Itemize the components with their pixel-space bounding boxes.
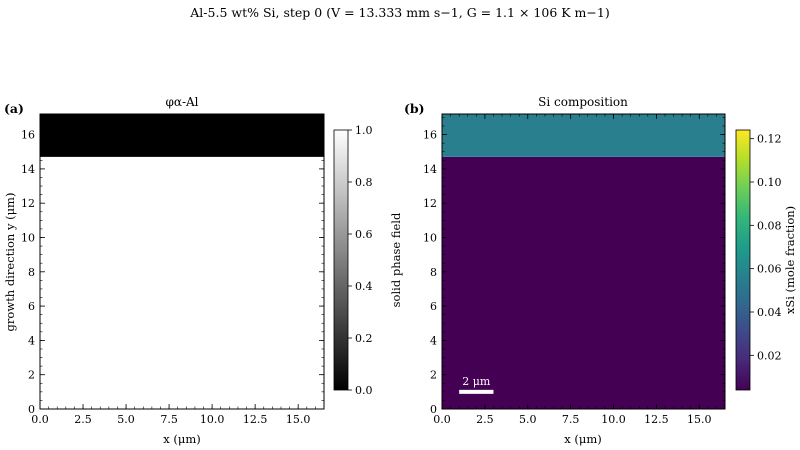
panel-a-xtick-label: 15.0 bbox=[286, 413, 311, 426]
panel-a-ticks: 0.0 2.5 5.0 7.5 10.0 12.5 15.0 0 2 4 6 8 10 12 14 16 bbox=[21, 114, 325, 426]
panel-b-xtick-label: 10.0 bbox=[601, 413, 626, 426]
panel-b-colorbar-tick-label: 0.08 bbox=[757, 219, 782, 232]
panel-a-ytick-label: 0 bbox=[28, 403, 35, 416]
panel-a-title: φα-Al bbox=[165, 95, 198, 109]
panel-b-colorbar-ticks: 0.02 0.04 0.06 0.08 0.10 0.12 bbox=[750, 133, 782, 362]
panel-b-ticks: 0.0 2.5 5.0 7.5 10.0 12.5 15.0 0 2 4 6 8 10 12 14 16 bbox=[423, 114, 726, 426]
panel-a-xtick-label: 2.5 bbox=[74, 413, 92, 426]
panel-b-colorbar-tick-label: 0.12 bbox=[757, 133, 782, 146]
panel-a-colorbar: 0.0 0.2 0.4 0.6 0.8 1.0 solid phase field bbox=[333, 124, 403, 397]
panel-a-region-0 bbox=[40, 156, 324, 409]
scale-bar-line bbox=[459, 389, 494, 394]
scale-bar-label: 2 μm bbox=[462, 375, 491, 388]
panel-a-ytick-label: 12 bbox=[21, 197, 35, 210]
panel-a-colorbar-tick-label: 0.4 bbox=[355, 280, 373, 293]
panel-b-ytick-label: 6 bbox=[430, 300, 437, 313]
panel-a-xtick-label: 0.0 bbox=[31, 413, 49, 426]
panel-a-ylabel: growth direction y (μm) bbox=[3, 193, 17, 332]
panel-b-xtick-label: 2.5 bbox=[476, 413, 494, 426]
panel-a-ytick-label: 6 bbox=[28, 300, 35, 313]
panel-a-xtick-label: 12.5 bbox=[243, 413, 268, 426]
panel-a-colorbar-ticks: 0.0 0.2 0.4 0.6 0.8 1.0 bbox=[348, 124, 373, 397]
panel-b-colorbar-tick-label: 0.06 bbox=[757, 263, 782, 276]
panel-b-ytick-label: 14 bbox=[423, 163, 437, 176]
panel-b-scale-bar: 2 μm bbox=[459, 375, 494, 394]
panel-b-colorbar: 0.02 0.04 0.06 0.08 0.10 0.12 xSi (mole fract… bbox=[735, 129, 797, 391]
panel-b-ytick-label: 0 bbox=[430, 403, 437, 416]
panel-b: 0.0 2.5 5.0 7.5 10.0 12.5 15.0 0 2 4 6 8 10 12 14 16 2 … bbox=[404, 95, 797, 446]
panel-a-colorbar-tick-label: 0.2 bbox=[355, 332, 373, 345]
panel-b-colorbar-tick-label: 0.04 bbox=[757, 306, 782, 319]
panel-b-xtick-label: 0.0 bbox=[433, 413, 451, 426]
panel-a-frame bbox=[39, 113, 325, 410]
panel-a-heatmap bbox=[40, 114, 324, 409]
panel-b-colorbar-tick-label: 0.02 bbox=[757, 349, 782, 362]
panel-a-ytick-label: 2 bbox=[28, 369, 35, 382]
panel-b-region-1 bbox=[442, 114, 725, 157]
panel-a-ytick-label: 16 bbox=[21, 129, 35, 142]
panel-b-colorbar-tick-label: 0.10 bbox=[757, 176, 782, 189]
panel-b-frame bbox=[441, 113, 726, 410]
panel-a-xtick-label: 5.0 bbox=[117, 413, 135, 426]
panel-a-colorbar-tick-label: 1.0 bbox=[355, 124, 373, 137]
panel-b-xtick-label: 15.0 bbox=[687, 413, 712, 426]
panel-a-colorbar-tick-label: 0.8 bbox=[355, 176, 373, 189]
panel-b-ytick-label: 10 bbox=[423, 231, 437, 244]
panel-a-region-1 bbox=[40, 114, 324, 157]
panel-a-letter: (a) bbox=[4, 101, 24, 116]
panel-b-letter: (b) bbox=[404, 101, 425, 116]
panel-b-ytick-label: 2 bbox=[430, 369, 437, 382]
panel-b-ytick-label: 16 bbox=[423, 129, 437, 142]
panel-b-ytick-label: 4 bbox=[430, 334, 437, 347]
panel-b-heatmap bbox=[442, 114, 725, 409]
panel-a-colorbar-fill bbox=[333, 129, 349, 391]
panel-b-colorbar-fill bbox=[735, 129, 751, 391]
panel-a-ytick-label: 8 bbox=[28, 266, 35, 279]
panel-a-colorbar-tick-label: 0.0 bbox=[355, 384, 373, 397]
panel-a-xlabel: x (μm) bbox=[163, 432, 201, 446]
panel-a-xtick-label: 10.0 bbox=[200, 413, 225, 426]
panel-a-ytick-label: 4 bbox=[28, 334, 35, 347]
panel-a-ytick-label: 14 bbox=[21, 163, 35, 176]
panel-b-region-0 bbox=[442, 156, 725, 409]
panel-b-ytick-label: 12 bbox=[423, 197, 437, 210]
panel-a-colorbar-label: solid phase field bbox=[389, 212, 403, 307]
figure-title: Al-5.5 wt% Si, step 0 (V = 13.333 mm s−1… bbox=[189, 5, 609, 20]
panel-a-ytick-label: 10 bbox=[21, 231, 35, 244]
panel-a-xtick-label: 7.5 bbox=[160, 413, 178, 426]
panel-b-xtick-label: 7.5 bbox=[562, 413, 580, 426]
panel-a: 0.0 2.5 5.0 7.5 10.0 12.5 15.0 0 2 4 6 8 10 12 14 16 (a… bbox=[3, 95, 403, 446]
panel-a-colorbar-tick-label: 0.6 bbox=[355, 228, 373, 241]
panel-b-xtick-label: 5.0 bbox=[519, 413, 537, 426]
panel-b-title: Si composition bbox=[538, 95, 628, 109]
panel-b-xtick-label: 12.5 bbox=[644, 413, 669, 426]
panel-b-colorbar-label: xSi (mole fraction) bbox=[783, 206, 797, 314]
panel-b-xlabel: x (μm) bbox=[564, 432, 602, 446]
panel-b-ytick-label: 8 bbox=[430, 266, 437, 279]
